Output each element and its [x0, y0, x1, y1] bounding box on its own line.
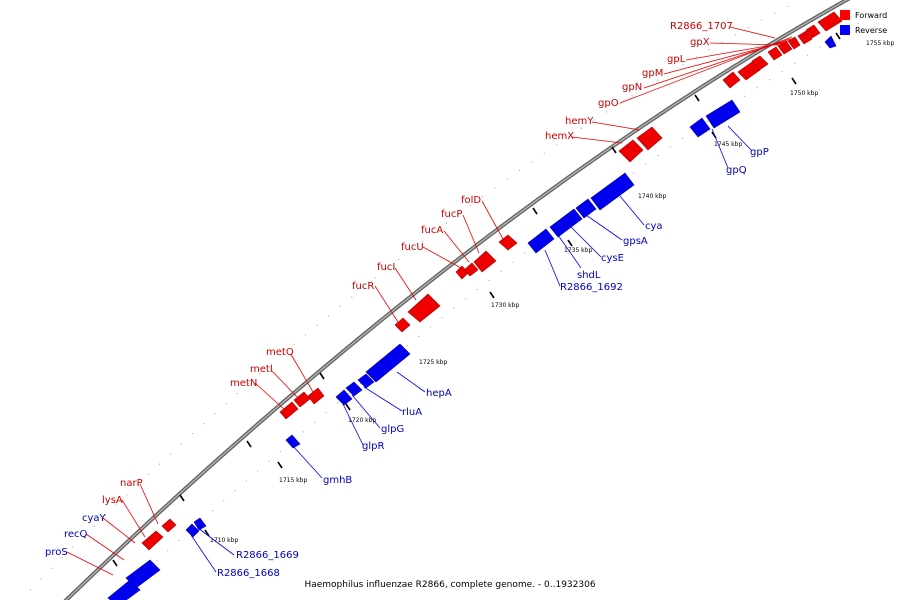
map-title: Haemophilus influenzae R2866, complete g…: [304, 580, 595, 590]
gene-arrow[interactable]: [590, 172, 635, 211]
tick-label: 1720 kbp: [348, 417, 376, 424]
tick-label: 1710 kbp: [210, 537, 238, 544]
gene-label-fucA: fucA: [421, 225, 443, 236]
tick-label: 1730 kbp: [491, 302, 519, 309]
gene-label-cysE: cysE: [601, 253, 624, 264]
gene-arrow[interactable]: [805, 24, 821, 39]
gene-arrow[interactable]: [751, 55, 769, 72]
gene-label-gpN: gpN: [622, 82, 642, 93]
tick-label: 1735 kbp: [564, 247, 592, 254]
gene-arrow[interactable]: [498, 234, 518, 251]
tick-label: 1715 kbp: [279, 477, 307, 484]
gene-label-gpM: gpM: [642, 68, 663, 79]
gene-label-metI: metI: [250, 364, 273, 375]
legend-reverse-swatch: [840, 25, 850, 35]
gene-label-proS: proS: [45, 547, 68, 558]
gene-arrow[interactable]: [335, 389, 353, 406]
tick-label: 1745 kbp: [714, 141, 742, 148]
gene-label-hemX: hemX: [545, 131, 574, 142]
reverse-gene-labels: R2866_1669 R2866_1668 gmhB glpR glpG rlu…: [190, 125, 769, 579]
gene-label-narP: narP: [120, 478, 143, 489]
gene-arrow[interactable]: [107, 579, 141, 600]
gene-label-fucP: fucP: [441, 209, 462, 220]
gene-arrow[interactable]: [737, 61, 761, 81]
gene-arrow[interactable]: [285, 434, 301, 449]
gene-arrow[interactable]: [185, 523, 200, 538]
gene-label-folD: folD: [461, 195, 481, 206]
legend-forward-label: Forward: [855, 11, 887, 20]
gene-label-fucI: fucI: [377, 262, 395, 273]
gene-arrow[interactable]: [473, 250, 497, 273]
gene-arrow[interactable]: [345, 381, 363, 397]
gene-arrow[interactable]: [561, 208, 583, 229]
gene-arrow[interactable]: [636, 126, 663, 151]
gene-label-gpsA: gpsA: [623, 236, 648, 247]
gene-label-metQ: metQ: [266, 347, 294, 358]
reverse-genes: [107, 35, 837, 600]
gene-label-hemY: hemY: [565, 116, 594, 127]
gene-label-gpO: gpO: [598, 98, 619, 109]
tick-label: 1740 kbp: [638, 193, 666, 200]
gene-label-metN: metN: [230, 378, 257, 389]
gene-arrow[interactable]: [575, 198, 597, 219]
gene-label-R2866_1707: R2866_1707: [670, 21, 733, 32]
gene-arrow[interactable]: [463, 262, 479, 277]
gene-arrow[interactable]: [797, 30, 813, 45]
gene-label-gmhB: gmhB: [323, 475, 352, 486]
gene-label-R2866_1692: R2866_1692: [560, 282, 623, 293]
gene-label-shdL: shdL: [577, 270, 601, 281]
forward-genes: [141, 11, 843, 551]
gene-arrow[interactable]: [705, 99, 741, 129]
gene-arrow[interactable]: [407, 293, 441, 323]
gene-arrow[interactable]: [777, 40, 793, 55]
gene-label-glpR: glpR: [362, 441, 384, 452]
gene-arrow[interactable]: [787, 36, 801, 50]
legend: Forward Reverse: [840, 10, 887, 35]
gene-label-cyaY: cyaY: [82, 513, 107, 524]
tick-label: 1755 kbp: [866, 40, 894, 47]
gene-label-gpL: gpL: [667, 54, 686, 65]
gene-label-glpG: glpG: [381, 424, 404, 435]
gene-label-gpQ: gpQ: [726, 165, 747, 176]
tick-label: 1725 kbp: [419, 359, 447, 366]
gene-arrow[interactable]: [161, 518, 177, 533]
legend-forward-swatch: [840, 10, 850, 20]
gene-arrow[interactable]: [279, 401, 299, 420]
gene-arrow[interactable]: [824, 35, 837, 49]
forward-gene-labels: narP lysA metQ metI metN fucR fucI fucU …: [45, 21, 793, 576]
gene-label-cya: cya: [645, 221, 663, 232]
gene-label-recQ: recQ: [64, 529, 88, 540]
gene-arrow[interactable]: [817, 11, 843, 32]
gene-arrow[interactable]: [527, 228, 555, 254]
gene-arrow[interactable]: [357, 373, 375, 389]
gene-arrow[interactable]: [394, 317, 411, 333]
tick-labels: 1710 kbp 1715 kbp 1720 kbp 1725 kbp 1730…: [210, 40, 894, 544]
gene-label-rluA: rluA: [402, 407, 422, 418]
gene-label-gpP: gpP: [750, 147, 769, 158]
genome-backbone: [63, 0, 851, 600]
gene-arrow[interactable]: [193, 517, 207, 531]
gene-arrow[interactable]: [365, 343, 411, 383]
gene-label-R2866_1669: R2866_1669: [236, 550, 299, 561]
gene-arrow[interactable]: [722, 71, 741, 89]
gene-arrow[interactable]: [293, 391, 311, 408]
gene-arrow[interactable]: [767, 46, 783, 61]
gene-label-gpX: gpX: [690, 37, 710, 48]
gene-label-fucU: fucU: [401, 242, 424, 253]
gene-label-hepA: hepA: [426, 388, 452, 399]
gene-arrow[interactable]: [141, 530, 164, 551]
tick-label: 1750 kbp: [790, 90, 818, 97]
gene-arrow[interactable]: [618, 139, 644, 163]
gene-arrow[interactable]: [307, 387, 325, 405]
reverse-guide-dots: [112, 9, 881, 600]
legend-reverse-label: Reverse: [855, 26, 887, 35]
gene-label-R2866_1668: R2866_1668: [217, 568, 280, 579]
gene-label-lysA: lysA: [102, 495, 123, 506]
gene-arrow[interactable]: [689, 117, 711, 138]
gene-arrow[interactable]: [125, 559, 161, 589]
gene-label-fucR: fucR: [352, 281, 374, 292]
